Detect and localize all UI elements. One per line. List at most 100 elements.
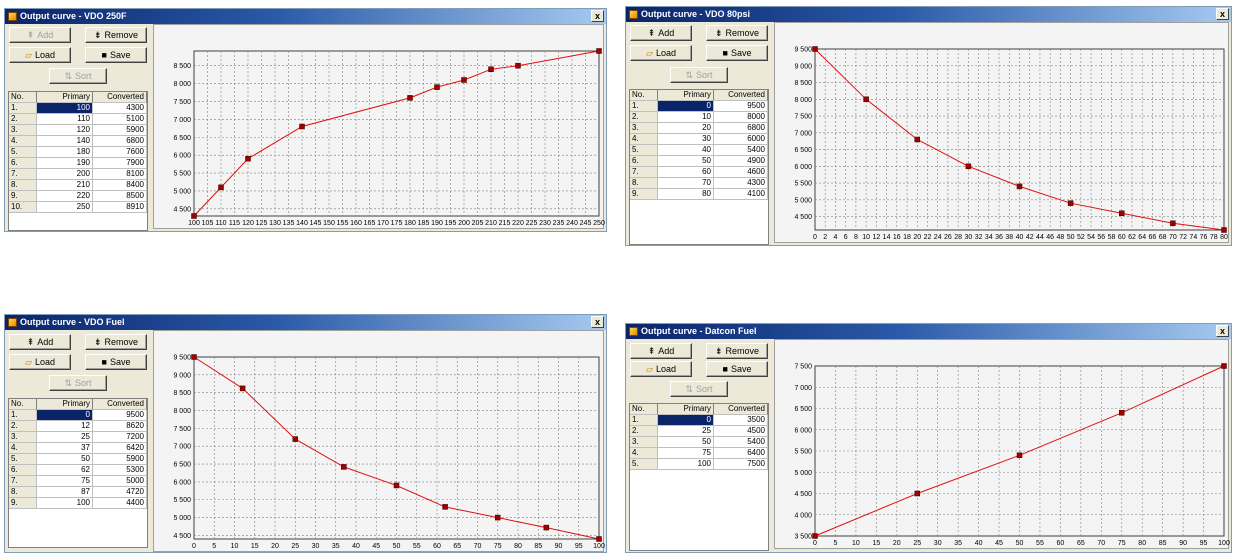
primary-value-cell[interactable]: 200 xyxy=(37,169,93,180)
primary-value-cell[interactable]: 100 xyxy=(37,498,93,509)
converted-value-cell[interactable]: 7500 xyxy=(714,459,768,470)
save-button[interactable]: ■ Save xyxy=(85,47,147,63)
load-button[interactable]: ▱ Load xyxy=(9,354,71,370)
row-number-cell[interactable]: 4. xyxy=(9,136,37,147)
converted-value-cell[interactable]: 6400 xyxy=(714,448,768,459)
sort-button[interactable]: ⇅ Sort xyxy=(670,67,728,83)
row-number-cell[interactable]: 9. xyxy=(630,189,658,200)
column-header-no[interactable]: No. xyxy=(630,90,658,101)
converted-value-cell[interactable]: 6000 xyxy=(714,134,768,145)
converted-value-cell[interactable]: 5900 xyxy=(93,125,147,136)
primary-value-cell[interactable]: 70 xyxy=(658,178,714,189)
primary-value-cell[interactable]: 210 xyxy=(37,180,93,191)
row-number-cell[interactable]: 3. xyxy=(630,123,658,134)
row-number-cell[interactable]: 9. xyxy=(9,191,37,202)
primary-value-cell[interactable]: 50 xyxy=(658,156,714,167)
row-number-cell[interactable]: 5. xyxy=(630,459,658,470)
row-number-cell[interactable]: 7. xyxy=(630,167,658,178)
close-button[interactable]: x xyxy=(591,316,604,328)
row-number-cell[interactable]: 1. xyxy=(9,103,37,114)
primary-value-cell[interactable]: 25 xyxy=(37,432,93,443)
row-number-cell[interactable]: 4. xyxy=(9,443,37,454)
primary-value-cell[interactable]: 0 xyxy=(658,415,714,426)
converted-value-cell[interactable]: 6420 xyxy=(93,443,147,454)
column-header-primary[interactable]: Primary xyxy=(37,92,93,103)
primary-value-cell[interactable]: 37 xyxy=(37,443,93,454)
close-button[interactable]: x xyxy=(591,10,604,22)
converted-value-cell[interactable]: 5400 xyxy=(714,437,768,448)
primary-value-cell[interactable]: 62 xyxy=(37,465,93,476)
primary-value-cell[interactable]: 10 xyxy=(658,112,714,123)
save-button[interactable]: ■ Save xyxy=(706,45,768,61)
load-button[interactable]: ▱ Load xyxy=(630,45,692,61)
converted-value-cell[interactable]: 5100 xyxy=(93,114,147,125)
converted-value-cell[interactable]: 8620 xyxy=(93,421,147,432)
converted-value-cell[interactable]: 4600 xyxy=(714,167,768,178)
column-header-no[interactable]: No. xyxy=(9,399,37,410)
row-number-cell[interactable]: 10. xyxy=(9,202,37,213)
converted-value-cell[interactable]: 8910 xyxy=(93,202,147,213)
converted-value-cell[interactable]: 7200 xyxy=(93,432,147,443)
row-number-cell[interactable]: 4. xyxy=(630,134,658,145)
row-number-cell[interactable]: 5. xyxy=(9,147,37,158)
primary-value-cell[interactable]: 180 xyxy=(37,147,93,158)
row-number-cell[interactable]: 5. xyxy=(9,454,37,465)
primary-value-cell[interactable]: 100 xyxy=(37,103,93,114)
converted-value-cell[interactable]: 4720 xyxy=(93,487,147,498)
add-button[interactable]: ⇞ Add xyxy=(630,25,692,41)
converted-value-cell[interactable]: 4900 xyxy=(714,156,768,167)
converted-value-cell[interactable]: 5300 xyxy=(93,465,147,476)
column-header-converted[interactable]: Converted xyxy=(714,90,768,101)
row-number-cell[interactable]: 5. xyxy=(630,145,658,156)
save-button[interactable]: ■ Save xyxy=(706,361,768,377)
primary-value-cell[interactable]: 87 xyxy=(37,487,93,498)
converted-value-cell[interactable]: 7900 xyxy=(93,158,147,169)
converted-value-cell[interactable]: 5900 xyxy=(93,454,147,465)
converted-value-cell[interactable]: 8400 xyxy=(93,180,147,191)
converted-value-cell[interactable]: 4300 xyxy=(714,178,768,189)
primary-value-cell[interactable]: 25 xyxy=(658,426,714,437)
add-button[interactable]: ⇞ Add xyxy=(9,27,71,43)
load-button[interactable]: ▱ Load xyxy=(630,361,692,377)
primary-value-cell[interactable]: 30 xyxy=(658,134,714,145)
converted-value-cell[interactable]: 3500 xyxy=(714,415,768,426)
primary-value-cell[interactable]: 110 xyxy=(37,114,93,125)
row-number-cell[interactable]: 2. xyxy=(9,421,37,432)
primary-value-cell[interactable]: 12 xyxy=(37,421,93,432)
row-number-cell[interactable]: 1. xyxy=(630,415,658,426)
converted-value-cell[interactable]: 4100 xyxy=(714,189,768,200)
row-number-cell[interactable]: 7. xyxy=(9,476,37,487)
primary-value-cell[interactable]: 0 xyxy=(37,410,93,421)
row-number-cell[interactable]: 6. xyxy=(630,156,658,167)
column-header-primary[interactable]: Primary xyxy=(37,399,93,410)
converted-value-cell[interactable]: 8000 xyxy=(714,112,768,123)
remove-button[interactable]: ⇟ Remove xyxy=(85,27,147,43)
primary-value-cell[interactable]: 60 xyxy=(658,167,714,178)
title-bar[interactable]: Output curve - Datcon Fuel x xyxy=(626,324,1231,339)
primary-value-cell[interactable]: 0 xyxy=(658,101,714,112)
converted-value-cell[interactable]: 5000 xyxy=(93,476,147,487)
column-header-no[interactable]: No. xyxy=(630,404,658,415)
row-number-cell[interactable]: 8. xyxy=(630,178,658,189)
row-number-cell[interactable]: 8. xyxy=(9,487,37,498)
primary-value-cell[interactable]: 80 xyxy=(658,189,714,200)
row-number-cell[interactable]: 2. xyxy=(9,114,37,125)
converted-value-cell[interactable]: 8100 xyxy=(93,169,147,180)
column-header-converted[interactable]: Converted xyxy=(714,404,768,415)
title-bar[interactable]: Output curve - VDO 250F x xyxy=(5,9,606,24)
primary-value-cell[interactable]: 250 xyxy=(37,202,93,213)
row-number-cell[interactable]: 3. xyxy=(9,432,37,443)
row-number-cell[interactable]: 9. xyxy=(9,498,37,509)
row-number-cell[interactable]: 6. xyxy=(9,158,37,169)
save-button[interactable]: ■ Save xyxy=(85,354,147,370)
primary-value-cell[interactable]: 75 xyxy=(658,448,714,459)
close-button[interactable]: x xyxy=(1216,325,1229,337)
sort-button[interactable]: ⇅ Sort xyxy=(670,381,728,397)
primary-value-cell[interactable]: 20 xyxy=(658,123,714,134)
curve-points-table[interactable]: No. Primary Converted 1. 100 4300 2. 110 5100… xyxy=(8,91,148,231)
row-number-cell[interactable]: 6. xyxy=(9,465,37,476)
converted-value-cell[interactable]: 4500 xyxy=(714,426,768,437)
curve-points-table[interactable]: No. Primary Converted 1. 0 9500 2. 10 8000 3. 2… xyxy=(629,89,769,245)
converted-value-cell[interactable]: 9500 xyxy=(93,410,147,421)
sort-button[interactable]: ⇅ Sort xyxy=(49,68,107,84)
